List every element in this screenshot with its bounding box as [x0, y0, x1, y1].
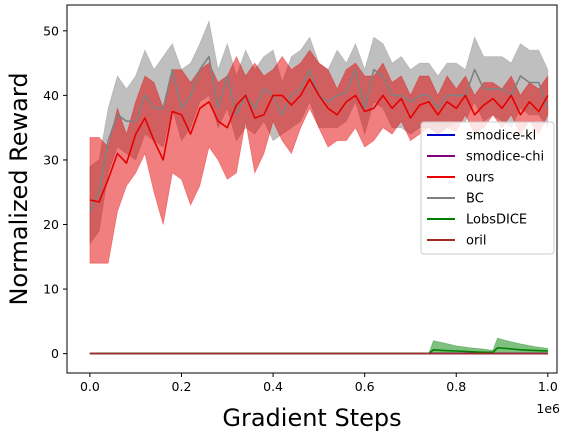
y-tick-label: 40 [43, 88, 59, 103]
x-tick-label: 0.8 [446, 379, 466, 394]
series-line-ours [89, 78, 549, 203]
x-tick-label: 0.4 [263, 379, 283, 394]
series-line-lobsdice [89, 346, 548, 355]
x-tick-label: 0.6 [355, 379, 375, 394]
y-axis-label: Normalized Reward [5, 72, 33, 305]
y-tick-label: 30 [43, 152, 59, 167]
legend-label-smodice-chi: smodice-chi [466, 150, 544, 165]
legend-label-oril: oril [466, 234, 487, 249]
x-tick-label: 0.2 [172, 379, 192, 394]
y-tick-label: 50 [43, 23, 59, 38]
x-tick-label: 1.0 [538, 379, 558, 394]
band-ours [89, 49, 549, 264]
series-lines [89, 55, 549, 355]
y-tick-label: 20 [43, 217, 59, 232]
legend-label-bc: BC [466, 192, 484, 207]
legend: smodice-kl smodice-chi ours BC LobsDICE oril [420, 121, 555, 255]
band-lobsdice [89, 337, 549, 355]
x-tick-label: 0.0 [80, 379, 100, 394]
y-tick-label: 10 [43, 282, 59, 297]
y-tick-label: 0 [51, 346, 59, 361]
legend-label-smodice-kl: smodice-kl [466, 129, 536, 144]
x-axis-offset-label: 1e6 [536, 401, 560, 416]
x-axis-ticks: 0.0 0.2 0.4 0.6 0.8 1.0 [80, 373, 558, 394]
x-axis-label: Gradient Steps [222, 404, 401, 432]
y-axis-ticks: 0 10 20 30 40 50 [43, 23, 67, 361]
plot-frame [66, 4, 558, 374]
legend-label-lobsdice: LobsDICE [466, 213, 527, 228]
legend-label-ours: ours [466, 171, 495, 186]
